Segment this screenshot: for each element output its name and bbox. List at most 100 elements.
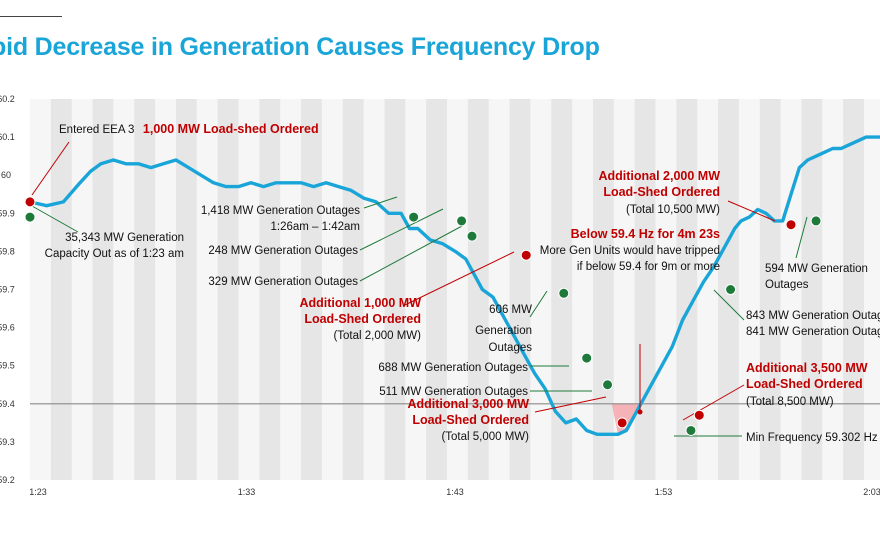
y-tick-label: 59.2 <box>0 475 15 485</box>
below-threshold-area <box>611 403 696 435</box>
x-tick-label: 2:03 <box>863 487 880 497</box>
leader-capacity <box>31 205 79 233</box>
point-outage-594 <box>810 215 822 227</box>
annotation-outage-594-line2: Outages <box>765 279 809 291</box>
annotation-outage-606-line2: Generation <box>475 325 532 337</box>
leader-outage-594 <box>795 216 808 259</box>
leader-load-shed-1 <box>31 141 70 196</box>
y-tick-label: 59.9 <box>0 208 15 218</box>
shaded-band <box>342 99 364 480</box>
x-tick-label: 1:43 <box>446 487 464 497</box>
annotation-eea3-prefix: Entered EEA 3 <box>59 124 134 136</box>
y-tick-label: 59.3 <box>0 437 15 447</box>
annotation-capacity-line1: 35,343 MW Generation <box>65 232 184 244</box>
point-outage-688 <box>581 352 593 364</box>
y-tick-label: 59.6 <box>0 323 15 333</box>
annotation-capacity-line2: Capacity Out as of 1:23 am <box>45 248 184 260</box>
below-threshold-region <box>611 403 696 435</box>
shaded-band <box>759 99 781 480</box>
annotation-outage-688: 688 MW Generation Outages <box>378 362 528 374</box>
event-markers <box>24 196 822 436</box>
annotation-min-frequency: Min Frequency 59.302 Hz <box>746 432 878 444</box>
shaded-band <box>467 99 489 480</box>
leader-load-shed-2 <box>404 251 515 306</box>
annotation-outage-248: 248 MW Generation Outages <box>208 245 358 257</box>
leader-load-shed-3 <box>534 396 607 413</box>
leader-outage-843 <box>713 289 745 321</box>
point-load-shed-2 <box>520 249 532 261</box>
header-rule <box>0 16 62 17</box>
annotation-outage-329: 329 MW Generation Outages <box>208 276 358 288</box>
point-outage-606 <box>558 287 570 299</box>
shaded-band <box>301 99 322 480</box>
shaded-band <box>175 99 197 480</box>
shaded-band <box>676 99 698 480</box>
point-load-shed-3 <box>616 417 628 429</box>
x-axis-ticks: 1:23 1:33 1:43 1:53 2:03 <box>29 487 880 497</box>
annotation-outage-843: 843 MW Generation Outages <box>746 310 880 322</box>
frequency-series-line <box>29 135 880 436</box>
annotation-outage-606-line1: 606 MW <box>489 304 532 316</box>
shaded-bands <box>30 99 880 480</box>
point-outage-248 <box>456 215 468 227</box>
page-title: pid Decrease in Generation Causes Freque… <box>0 33 600 61</box>
annotation-shed5-line2: Load-Shed Ordered <box>603 185 720 199</box>
leader-outage-248 <box>359 208 444 251</box>
point-generation-capacity-out <box>24 211 36 223</box>
annotation-shed2-line1: Additional 1,000 MW <box>299 296 421 310</box>
annotation-shed3-line1: Additional 3,000 MW <box>407 397 529 411</box>
annotation-outage-841: 841 MW Generation Outages <box>746 326 880 338</box>
leader-outage-606 <box>529 290 548 318</box>
y-tick-label: 59.7 <box>0 285 15 295</box>
annotation-shed4-line1: Additional 3,500 MW <box>746 361 868 375</box>
shaded-band <box>50 99 72 480</box>
shaded-band <box>259 99 281 480</box>
point-load-shed-1 <box>24 196 36 208</box>
y-tick-label: 59.5 <box>0 361 15 371</box>
annotation-outage-1418-line2: 1:26am – 1:42am <box>270 221 360 233</box>
annotation-below-title: Below 59.4 Hz for 4m 23s <box>571 227 720 241</box>
y-tick-label: 59.8 <box>0 246 15 256</box>
annotation-shed2-total: (Total 2,000 MW) <box>333 330 421 342</box>
annotation-below-line1: More Gen Units would have tripped <box>540 245 720 257</box>
annotation-shed5-line1: Additional 2,000 MW <box>598 169 720 183</box>
annotation-outage-511: 511 MW Generation Outages <box>379 386 528 398</box>
shaded-band <box>384 99 406 480</box>
annotation-outage-1418-line1: 1,418 MW Generation Outages <box>201 205 360 217</box>
point-outage-1418 <box>408 211 420 223</box>
annotation-shed5-total: (Total 10,500 MW) <box>626 204 720 216</box>
annotation-below-line2: if below 59.4 for 9m or more <box>577 261 720 273</box>
y-tick-label: 60 <box>1 170 11 180</box>
leader-outage-329 <box>359 225 463 282</box>
shaded-band <box>801 99 823 480</box>
annotation-shed4-total: (Total 8,500 MW) <box>746 396 834 408</box>
point-outage-329 <box>466 230 478 242</box>
point-outage-511 <box>602 379 614 391</box>
leader-outage-1418 <box>363 196 398 209</box>
y-tick-label: 60.1 <box>0 132 15 142</box>
annotation-shed4-line2: Load-Shed Ordered <box>746 377 863 391</box>
y-tick-label: 59.4 <box>0 399 15 409</box>
point-load-shed-4 <box>693 409 705 421</box>
annotation-leaders <box>31 141 808 437</box>
x-tick-label: 1:53 <box>655 487 673 497</box>
shaded-band <box>592 99 614 480</box>
annotations: Entered EEA 3 1,000 MW Load-shed Ordered… <box>45 120 880 444</box>
annotation-load-shed-1: Entered EEA 3 1,000 MW Load-shed Ordered <box>59 120 319 137</box>
point-load-shed-5 <box>785 219 797 231</box>
annotation-shed2-line2: Load-Shed Ordered <box>304 312 421 326</box>
shaded-band <box>509 99 531 480</box>
annotation-outage-606-line3: Outages <box>489 342 533 354</box>
point-outage-843-841 <box>725 284 737 295</box>
shaded-band <box>134 99 156 480</box>
shaded-band <box>634 99 656 480</box>
y-axis-ticks: 60.2 60.1 60 59.9 59.8 59.7 59.6 59.5 59.4 59.3 59… <box>0 94 15 485</box>
shaded-band <box>92 99 114 480</box>
shaded-band <box>217 99 239 480</box>
y-tick-label: 60.2 <box>0 94 15 104</box>
shaded-band <box>843 99 864 480</box>
point-min-frequency <box>685 424 697 436</box>
x-tick-label: 1:23 <box>29 487 47 497</box>
below-threshold-dot <box>637 409 643 415</box>
